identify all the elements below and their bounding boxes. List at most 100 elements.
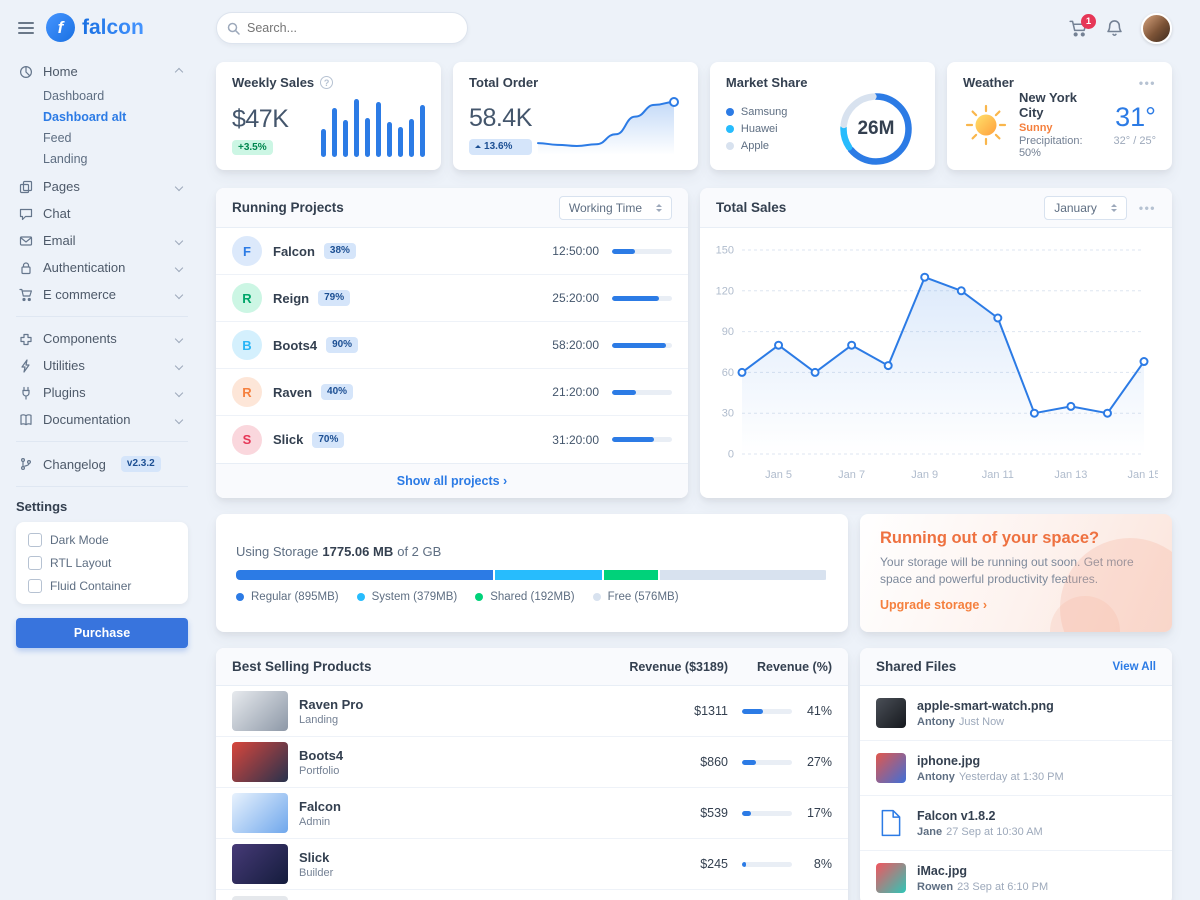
user-avatar[interactable] — [1141, 12, 1172, 44]
nav-label: Chat — [43, 206, 71, 221]
show-all-projects-link[interactable]: Show all projects — [397, 474, 507, 488]
card-menu-button[interactable]: ••• — [1138, 75, 1156, 90]
sidebar-item-changelog[interactable]: Changelog v2.3.2 — [16, 450, 188, 478]
project-time: 25:20:00 — [552, 291, 599, 305]
info-icon[interactable] — [320, 76, 334, 89]
sidebar-item-email[interactable]: Email — [16, 227, 188, 254]
total-order-card: Total Order 58.4K 13.6% — [453, 62, 698, 170]
product-category-link[interactable]: Admin — [299, 815, 331, 828]
checkbox-icon[interactable] — [28, 579, 42, 593]
product-name-link[interactable]: Boots4 — [299, 747, 344, 763]
svg-text:90: 90 — [722, 326, 734, 338]
product-category-link[interactable]: Portfolio — [299, 764, 340, 777]
rtl-layout-toggle[interactable]: RTL Layout — [28, 556, 176, 570]
card-title: Market Share — [725, 75, 808, 90]
brand-logo[interactable]: f falcon — [46, 13, 144, 42]
svg-text:0: 0 — [728, 449, 734, 461]
project-name-link[interactable]: Slick — [273, 432, 304, 447]
brand-name: falcon — [82, 15, 144, 39]
project-name-link[interactable]: Falcon — [273, 243, 315, 259]
project-name-link[interactable]: Boots4 — [273, 337, 318, 353]
nav-label: Changelog — [43, 456, 106, 472]
project-name-link[interactable]: Reign — [273, 290, 310, 306]
product-name-link[interactable]: Falcon — [299, 798, 341, 814]
book-icon — [18, 413, 34, 427]
nav-label: Plugins — [43, 385, 86, 400]
svg-text:Jan 7: Jan 7 — [838, 469, 865, 481]
svg-text:60: 60 — [722, 367, 734, 379]
upgrade-storage-link[interactable]: Upgrade storage — [880, 598, 987, 612]
sidebar: f falcon Home Dashboard Dashboard alt Fe… — [0, 0, 200, 900]
dark-mode-toggle[interactable]: Dark Mode — [28, 533, 176, 547]
topbar-icons: 1 — [1069, 12, 1172, 44]
sidebar-item-home[interactable]: Home — [16, 58, 188, 85]
notifications-button[interactable] — [1106, 19, 1123, 37]
project-avatar: S — [232, 424, 262, 455]
sidebar-item-authentication[interactable]: Authentication — [16, 254, 188, 281]
copy-icon — [18, 180, 34, 194]
sidebar-item-pages[interactable]: Pages — [16, 173, 188, 200]
project-avatar: R — [232, 377, 262, 407]
sidebar-item-chat[interactable]: Chat — [16, 200, 188, 227]
card-title: Shared Files — [876, 659, 957, 674]
project-progress-bar — [612, 248, 672, 254]
month-select[interactable]: January — [1044, 195, 1127, 220]
bell-icon — [1106, 19, 1123, 37]
chevron-down-icon — [174, 263, 184, 272]
chevron-down-icon — [174, 388, 184, 397]
nav-divider — [16, 486, 188, 487]
sidebar-item-utilities[interactable]: Utilities — [16, 352, 188, 379]
project-progress-badge: 70% — [312, 431, 345, 448]
file-name-link[interactable]: iMac.jpg — [917, 864, 968, 878]
revenue-percent: 41% — [806, 704, 832, 718]
chevron-down-icon — [174, 182, 184, 191]
checkbox-icon[interactable] — [28, 533, 42, 547]
nav-label: Pages — [43, 179, 80, 194]
product-name-link[interactable]: Slick — [299, 849, 330, 865]
file-name-link[interactable]: iphone.jpg — [917, 754, 981, 768]
card-menu-button[interactable]: ••• — [1138, 200, 1156, 215]
weather-city: New York City — [1018, 90, 1077, 120]
project-row: R Raven 40% 21:20:00 — [216, 369, 688, 416]
sidebar-item-ecommerce[interactable]: E commerce — [16, 281, 188, 308]
card-title: Total Order — [469, 75, 539, 90]
legend-dot — [725, 142, 734, 150]
sidebar-item-dashboard-alt[interactable]: Dashboard alt — [43, 109, 127, 124]
project-time: 31:20:00 — [552, 432, 599, 447]
settings-heading: Settings — [16, 499, 68, 514]
hamburger-menu-button[interactable] — [16, 18, 36, 38]
product-thumbnail — [232, 844, 288, 884]
nav-divider — [16, 316, 188, 317]
purchase-button[interactable]: Purchase — [16, 618, 188, 648]
sidebar-item-components[interactable]: Components — [16, 325, 188, 352]
version-badge: v2.3.2 — [120, 456, 161, 472]
project-time: 21:20:00 — [552, 385, 599, 399]
product-category-link[interactable]: Landing — [299, 713, 339, 726]
view-all-link[interactable]: View All — [1112, 660, 1156, 673]
sidebar-item-feed[interactable]: Feed — [43, 130, 72, 145]
fluid-container-toggle[interactable]: Fluid Container — [28, 579, 176, 593]
nav-label: Documentation — [43, 412, 131, 427]
sidebar-item-plugins[interactable]: Plugins — [16, 379, 188, 406]
working-time-select[interactable]: Working Time — [558, 195, 672, 220]
chevron-down-icon — [174, 290, 184, 299]
sidebar-item-documentation[interactable]: Documentation — [16, 406, 188, 433]
sidebar-item-dashboard[interactable]: Dashboard — [43, 88, 105, 103]
file-time: 23 Sep at 6:10 PM — [957, 881, 1049, 893]
sidebar-nav: Home Dashboard Dashboard alt Feed Landin… — [16, 58, 188, 648]
weather-range: 32° / 25° — [1113, 135, 1156, 147]
legend-item: Samsung — [725, 106, 787, 118]
checkbox-icon[interactable] — [28, 556, 42, 570]
project-avatar: B — [232, 330, 262, 360]
file-name-link[interactable]: apple-smart-watch.png — [917, 699, 1054, 713]
project-name-link[interactable]: Raven — [273, 384, 313, 400]
file-name-link[interactable]: Falcon v1.8.2 — [917, 809, 996, 823]
sidebar-top: f falcon — [16, 13, 188, 42]
cart-button[interactable]: 1 — [1069, 13, 1096, 37]
total-order-value: 58.4K — [469, 104, 532, 132]
product-name-link[interactable]: Raven Pro — [299, 696, 364, 712]
sidebar-item-landing[interactable]: Landing — [43, 151, 88, 166]
search-input[interactable] — [216, 12, 468, 44]
product-category-link[interactable]: Builder — [299, 866, 334, 879]
weather-condition: Sunny — [1018, 122, 1053, 134]
